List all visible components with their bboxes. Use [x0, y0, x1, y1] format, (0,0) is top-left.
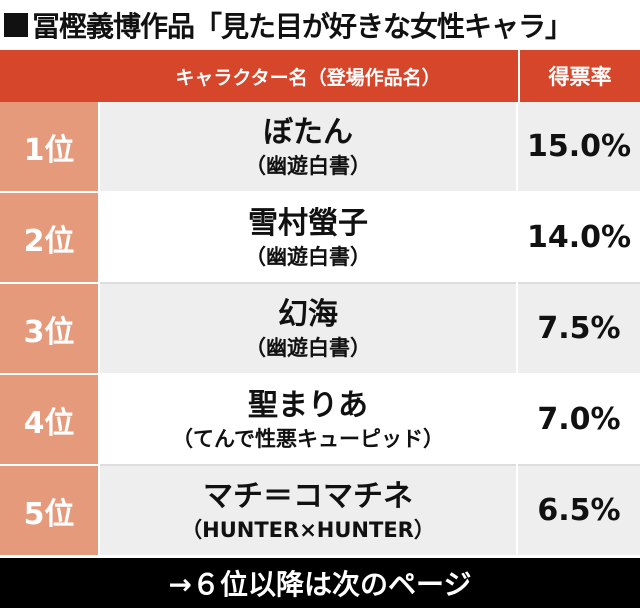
work-title: （幽遊白書） — [245, 244, 371, 269]
ranking-table: 1位 ぼたん （幽遊白書） 15.0% 2位 雪村螢子 （幽遊白書） 14.0%… — [0, 102, 640, 558]
character-name: ぼたん — [263, 114, 353, 150]
vote-rate: 6.5% — [518, 466, 640, 557]
table-row: 4位 聖まりあ （てんで性悪キューピッド） 7.0% — [0, 375, 640, 466]
table-row: 1位 ぼたん （幽遊白書） 15.0% — [0, 102, 640, 193]
character-name: 雪村螢子 — [248, 205, 368, 241]
vote-rate: 7.5% — [518, 284, 640, 375]
square-bullet-icon — [4, 13, 28, 37]
work-title: （幽遊白書） — [245, 335, 371, 360]
character-name: 聖まりあ — [248, 387, 368, 423]
rank-cell: 1位 — [0, 102, 98, 193]
character-cell: マチ＝コマチネ （HUNTER×HUNTER） — [100, 466, 516, 557]
character-name: 幻海 — [278, 296, 338, 332]
work-title: （HUNTER×HUNTER） — [181, 517, 435, 542]
vote-rate: 7.0% — [518, 375, 640, 466]
character-cell: 聖まりあ （てんで性悪キューピッド） — [100, 375, 516, 466]
rank-cell: 3位 — [0, 284, 98, 375]
rank-cell: 2位 — [0, 193, 98, 284]
character-cell: 雪村螢子 （幽遊白書） — [100, 193, 516, 284]
vote-rate: 14.0% — [518, 193, 640, 284]
rank-cell: 5位 — [0, 466, 98, 557]
next-page-note: →６位以降は次のページ — [0, 558, 640, 608]
table-row: 5位 マチ＝コマチネ （HUNTER×HUNTER） 6.5% — [0, 466, 640, 557]
vote-rate: 15.0% — [518, 102, 640, 193]
table-row: 2位 雪村螢子 （幽遊白書） 14.0% — [0, 193, 640, 284]
work-title: （幽遊白書） — [245, 153, 371, 178]
rank-cell: 4位 — [0, 375, 98, 466]
character-cell: ぼたん （幽遊白書） — [100, 102, 516, 193]
header-name-column: キャラクター名（登場作品名） — [175, 66, 441, 89]
page-title: 冨樫義博作品「見た目が好きな女性キャラ」 — [32, 10, 573, 43]
table-row: 3位 幻海 （幽遊白書） 7.5% — [0, 284, 640, 375]
work-title: （てんで性悪キューピッド） — [172, 426, 444, 451]
table-header: キャラクター名（登場作品名） 得票率 — [0, 50, 640, 102]
title-bar: 冨樫義博作品「見た目が好きな女性キャラ」 — [0, 0, 640, 50]
character-cell: 幻海 （幽遊白書） — [100, 284, 516, 375]
header-rate-column: 得票率 — [518, 50, 640, 102]
character-name: マチ＝コマチネ — [203, 478, 413, 514]
